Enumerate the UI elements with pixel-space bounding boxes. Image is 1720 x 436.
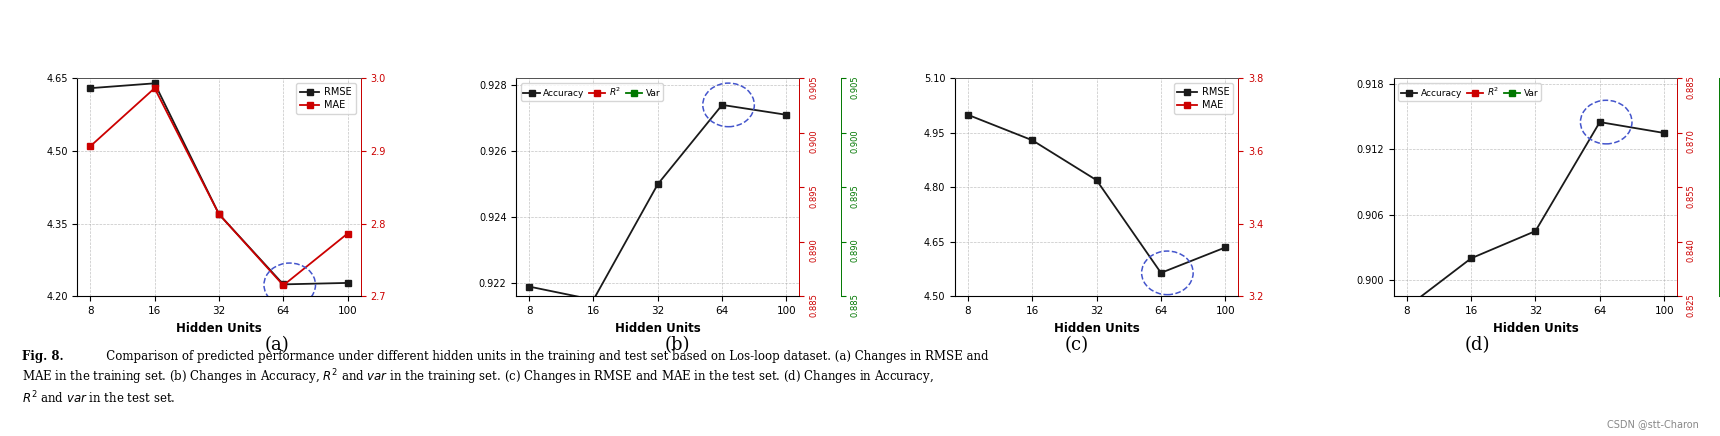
Accuracy <box>776 112 796 117</box>
MAE <box>144 85 165 91</box>
Text: Comparison of predicted performance under different hidden units in the training: Comparison of predicted performance unde… <box>95 350 987 363</box>
RMSE <box>144 81 165 86</box>
Text: CSDN @stt-Charon: CSDN @stt-Charon <box>1608 419 1699 429</box>
Accuracy <box>647 181 667 187</box>
Accuracy <box>1589 119 1610 125</box>
Legend: Accuracy, $R^2$, Var: Accuracy, $R^2$, Var <box>521 83 664 101</box>
Legend: RMSE, MAE: RMSE, MAE <box>296 83 356 114</box>
Text: (a): (a) <box>265 336 289 354</box>
Line: Accuracy: Accuracy <box>1404 119 1667 310</box>
Line: RMSE: RMSE <box>965 112 1228 276</box>
Line: MAE: MAE <box>88 85 351 289</box>
Text: (c): (c) <box>1065 336 1089 354</box>
Accuracy <box>1397 305 1417 310</box>
RMSE <box>208 211 229 217</box>
Legend: Accuracy, $R^2$, Var: Accuracy, $R^2$, Var <box>1398 83 1541 101</box>
RMSE <box>273 282 294 287</box>
Text: $R^2$ and $var$ in the test set.: $R^2$ and $var$ in the test set. <box>22 390 175 406</box>
Accuracy <box>712 102 733 108</box>
MAE <box>337 231 358 236</box>
Accuracy <box>1655 130 1675 136</box>
RMSE <box>1087 177 1108 183</box>
X-axis label: Hidden Units: Hidden Units <box>175 322 261 335</box>
X-axis label: Hidden Units: Hidden Units <box>1493 322 1579 335</box>
MAE <box>79 144 100 149</box>
RMSE <box>1151 270 1171 276</box>
Text: MAE in the training set. (b) Changes in Accuracy, $R^2$ and $var$ in the trainin: MAE in the training set. (b) Changes in … <box>22 368 934 387</box>
Text: Fig. 8.: Fig. 8. <box>22 350 64 363</box>
Line: Accuracy: Accuracy <box>526 102 789 303</box>
X-axis label: Hidden Units: Hidden Units <box>616 322 700 335</box>
Text: (d): (d) <box>1464 336 1490 354</box>
Text: (b): (b) <box>664 336 690 354</box>
RMSE <box>337 280 358 286</box>
Line: RMSE: RMSE <box>88 80 351 287</box>
Accuracy <box>583 297 604 303</box>
RMSE <box>79 85 100 91</box>
MAE <box>208 211 229 217</box>
Accuracy <box>1460 255 1481 261</box>
Accuracy <box>519 284 540 289</box>
X-axis label: Hidden Units: Hidden Units <box>1054 322 1139 335</box>
RMSE <box>1022 138 1042 143</box>
Legend: RMSE, MAE: RMSE, MAE <box>1173 83 1233 114</box>
RMSE <box>958 112 979 117</box>
RMSE <box>1214 245 1235 250</box>
Accuracy <box>1526 228 1546 234</box>
MAE <box>273 283 294 288</box>
